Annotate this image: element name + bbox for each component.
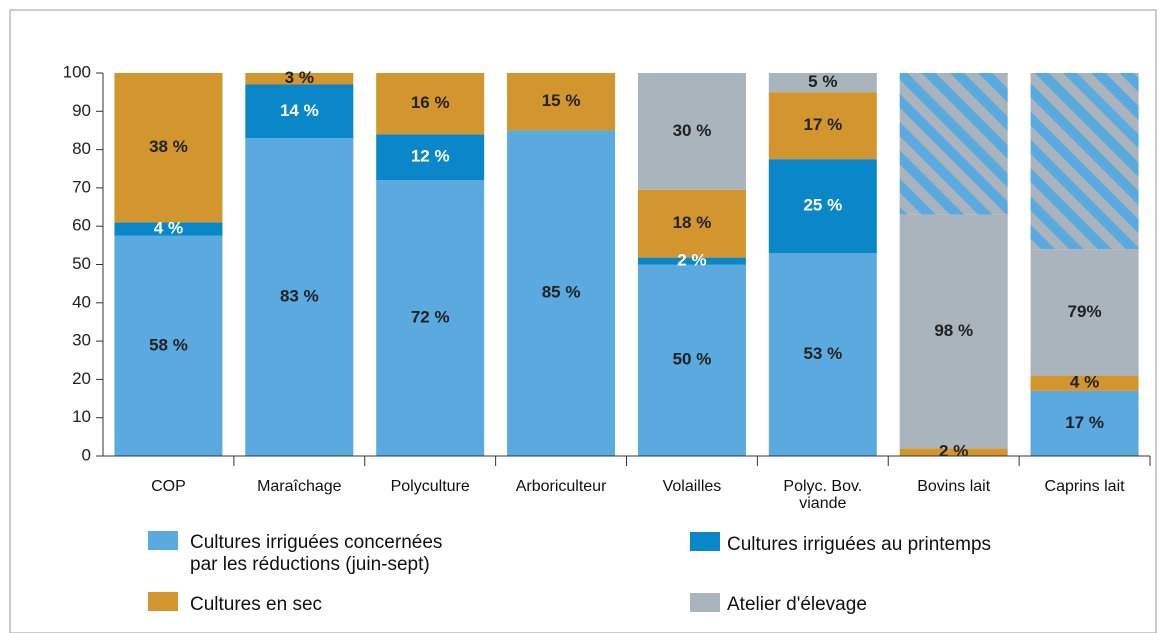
bar-segment: [1030, 390, 1139, 456]
data-label: 53 %: [803, 344, 842, 363]
y-tick-label: 70: [72, 177, 91, 196]
data-label: 50 %: [673, 350, 712, 369]
y-tick-label: 50: [72, 254, 91, 273]
y-tick-label: 30: [72, 331, 91, 350]
x-tick-label: Maraîchage: [257, 478, 342, 495]
data-label: 17 %: [1065, 413, 1104, 432]
data-label: 72 %: [411, 308, 450, 327]
legend-swatch: [690, 593, 720, 612]
y-tick-label: 20: [72, 369, 91, 388]
data-label: 2 %: [677, 251, 706, 270]
data-label: 38 %: [149, 137, 188, 156]
y-tick-label: 40: [72, 292, 91, 311]
bar-segment: [1030, 249, 1139, 376]
bar-segment: [1030, 375, 1139, 391]
bar-segment: [245, 84, 354, 139]
bar-segment: [245, 138, 354, 457]
bar-segment: [637, 257, 746, 265]
legend-label: Atelier d'élevage: [727, 594, 867, 615]
bar-segment: [637, 264, 746, 456]
legend-label: Cultures en sec: [190, 594, 323, 615]
hatched-segment: [899, 73, 1008, 215]
bar-segment: [768, 253, 877, 456]
hatched-segment: [1030, 73, 1139, 250]
bar-segment: [899, 214, 1008, 449]
bar-segment: [768, 73, 877, 93]
data-label: 25 %: [803, 196, 842, 215]
data-label: 58 %: [149, 335, 188, 354]
bar-segment: [114, 235, 223, 456]
y-tick-label: 10: [72, 407, 91, 426]
data-label: 5 %: [808, 72, 837, 91]
y-tick-label: 0: [82, 445, 91, 464]
frame: [9, 9, 1157, 633]
data-label: 83 %: [280, 287, 319, 306]
bar-segment: [507, 130, 616, 456]
data-label: 3 %: [285, 68, 314, 87]
data-label: 16 %: [411, 93, 450, 112]
bar-segment: [637, 189, 746, 258]
x-tick-label: COP: [151, 478, 186, 495]
data-label: 15 %: [542, 91, 581, 110]
data-label: 14 %: [280, 101, 319, 120]
data-label: 12 %: [411, 147, 450, 166]
bar-segment: [114, 222, 223, 236]
bar-segment: [768, 92, 877, 160]
data-label: 4 %: [1070, 373, 1099, 392]
data-label: 85 %: [542, 283, 581, 302]
x-tick-label: Caprins lait: [1044, 478, 1125, 495]
x-tick-label: Arboriculteur: [515, 478, 607, 495]
legend-swatch: [148, 531, 178, 550]
data-label: 98 %: [934, 321, 973, 340]
y-tick-label: 80: [72, 139, 91, 158]
bar-segment: [768, 159, 877, 254]
y-tick-label: 60: [72, 216, 91, 235]
x-tick-label: Polyculture: [390, 478, 470, 495]
data-label: 79%: [1068, 302, 1102, 321]
bar-segment: [376, 180, 485, 457]
legend-swatch: [690, 532, 720, 551]
bar-segment: [637, 73, 746, 190]
y-tick-label: 90: [72, 101, 91, 120]
bar-segment: [245, 73, 354, 85]
legend-label: Cultures irriguées au printemps: [727, 534, 992, 555]
legend-swatch: [148, 592, 178, 611]
y-tick-label: 100: [63, 62, 91, 81]
data-label: 2 %: [939, 442, 968, 461]
bar-segment: [376, 73, 485, 135]
x-tick-label: Volailles: [662, 478, 722, 495]
bar-segment: [376, 134, 485, 181]
data-label: 4 %: [154, 219, 183, 238]
legend-label: Cultures irriguées concernées par les ré…: [190, 532, 443, 575]
data-label: 18 %: [673, 213, 712, 232]
x-tick-label: Bovins lait: [917, 478, 991, 495]
bar-segment: [114, 73, 223, 223]
bar-segment: [507, 73, 616, 131]
data-label: 17 %: [803, 115, 842, 134]
x-tick-label: Polyc. Bov. viande: [783, 478, 863, 512]
data-label: 30 %: [673, 121, 712, 140]
bar-segment: [899, 448, 1008, 456]
